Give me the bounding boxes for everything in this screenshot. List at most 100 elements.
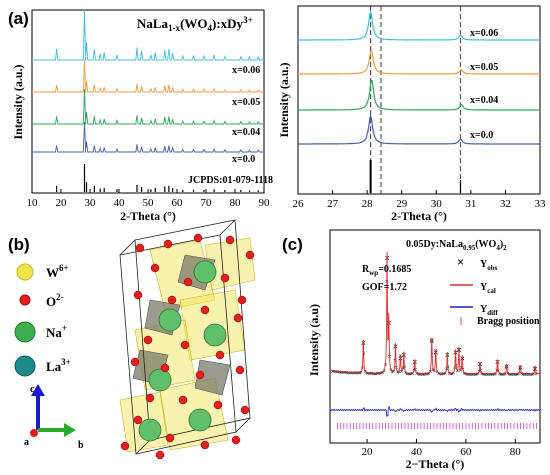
yobs-point: × — [422, 372, 426, 378]
yobs-point: × — [475, 372, 479, 378]
panel-a-right-series — [298, 6, 540, 194]
na-atom — [158, 308, 182, 332]
yobs-point: × — [502, 372, 506, 378]
label-jcpds: JCPDS:01-079-1118 — [188, 175, 273, 186]
o-atom — [213, 400, 223, 410]
o-atom — [180, 340, 190, 350]
yobs-marker: × — [457, 255, 464, 269]
xtick-label: 32 — [500, 198, 511, 210]
yobs-point: × — [456, 369, 460, 375]
yobs-point: × — [346, 371, 350, 377]
legend-bragg: Bragg position — [460, 316, 540, 327]
yobs-point: × — [373, 372, 377, 378]
yobs-point: × — [401, 366, 405, 372]
xtick-label: 26 — [293, 198, 305, 210]
o-atom — [195, 370, 205, 380]
label-x00-left: x=0.0 — [232, 154, 255, 165]
xtick-label: 31 — [465, 198, 476, 210]
panel-b-crystal-structure: W6+ O2- Na+ La3+ c b a — [14, 219, 256, 460]
yobs-point: × — [363, 370, 367, 376]
yobs-point: × — [437, 372, 441, 378]
yobs-point: × — [498, 372, 502, 378]
yobs-point: × — [482, 372, 486, 378]
yobs-point: × — [423, 372, 427, 378]
yobs-point: × — [427, 372, 431, 378]
na-atom — [148, 368, 172, 392]
panel-c-ticks: 20 40 60 80 — [362, 439, 521, 458]
yobs-point: × — [509, 373, 513, 379]
legend-na: Na+ — [14, 321, 67, 343]
yobs-point: × — [404, 371, 408, 377]
unit-cell-edge — [219, 219, 236, 236]
yobs-point: × — [343, 371, 347, 377]
trace-x006-left — [32, 9, 264, 61]
yobs-point: × — [348, 371, 352, 377]
o-atom — [225, 235, 235, 245]
axis-b-label: b — [78, 440, 84, 451]
panel-c-refinement: ××××××××××××××××××××××××××××××××××××××××… — [307, 229, 541, 471]
yobs-point: × — [520, 372, 524, 378]
yobs-point: × — [336, 370, 340, 376]
panel-a-right-ticks: 26 27 28 29 30 31 32 33 — [293, 190, 547, 210]
yobs-point: × — [352, 371, 356, 377]
legend-o-label: O2- — [46, 292, 64, 309]
yobs-point: × — [477, 369, 481, 375]
yobs-point: × — [452, 371, 456, 377]
yobs-point: × — [332, 370, 336, 376]
xtick-label: 29 — [396, 198, 408, 210]
xtick-label: 33 — [535, 198, 547, 210]
b-axis-head — [64, 423, 76, 437]
yobs-point: × — [521, 372, 525, 378]
yobs-point: × — [511, 373, 515, 379]
xtick-label: 30 — [431, 198, 443, 210]
yobs-point: × — [448, 371, 452, 377]
panel-a-left-ylabel: Intensity (a.u.) — [11, 64, 25, 139]
yobs-point: × — [435, 370, 439, 376]
panel-a-right-frame — [297, 5, 541, 195]
o-atom — [150, 263, 160, 273]
legend-o: O2- — [19, 292, 64, 309]
legend-yobs-label: Yobs — [480, 259, 498, 272]
yobs-point: × — [370, 372, 374, 378]
label-x005-right: x=0.05 — [470, 62, 498, 73]
panel-c-frame — [329, 229, 541, 444]
label-x006-right: x=0.06 — [470, 28, 498, 39]
panel-c-ylabel: Intensity (a.u) — [307, 304, 321, 376]
yobs-point: × — [535, 372, 539, 378]
o-atom — [133, 415, 143, 425]
yobs-point: × — [450, 372, 454, 378]
yobs-point: × — [419, 372, 423, 378]
yobs-point: × — [424, 372, 428, 378]
yobs-point: × — [486, 373, 490, 379]
o-atom — [237, 295, 247, 305]
o-ion-icon — [19, 294, 31, 306]
o-atom — [135, 243, 145, 253]
panel-label-c: (c) — [282, 235, 303, 254]
yobs-point: × — [532, 372, 536, 378]
o-atom — [233, 313, 243, 323]
o-atom — [145, 393, 155, 403]
legend-la: La3+ — [14, 355, 71, 377]
o-atom — [215, 350, 225, 360]
yobs-point: × — [471, 373, 475, 379]
yobs-point: × — [386, 338, 390, 344]
xtick-label: 90 — [259, 197, 271, 209]
o-atom — [165, 433, 175, 443]
yobs-point: × — [468, 372, 472, 378]
yobs-point: × — [506, 371, 510, 377]
yobs-point: × — [487, 373, 491, 379]
yobs-point: × — [449, 372, 453, 378]
legend-ycal: Ycal — [450, 282, 496, 295]
yobs-point: × — [494, 372, 498, 378]
yobs-point: × — [499, 372, 503, 378]
gof-label: GOF=1.72 — [362, 282, 407, 293]
xtick-label: 20 — [362, 446, 374, 458]
yobs-point: × — [460, 366, 464, 372]
yobs-point: × — [420, 372, 424, 378]
trace-x00-left — [32, 121, 264, 153]
yobs-point: × — [397, 370, 401, 376]
xtick-label: 40 — [411, 446, 423, 458]
laO-polyhedron — [194, 359, 231, 396]
yobs-point: × — [350, 371, 354, 377]
